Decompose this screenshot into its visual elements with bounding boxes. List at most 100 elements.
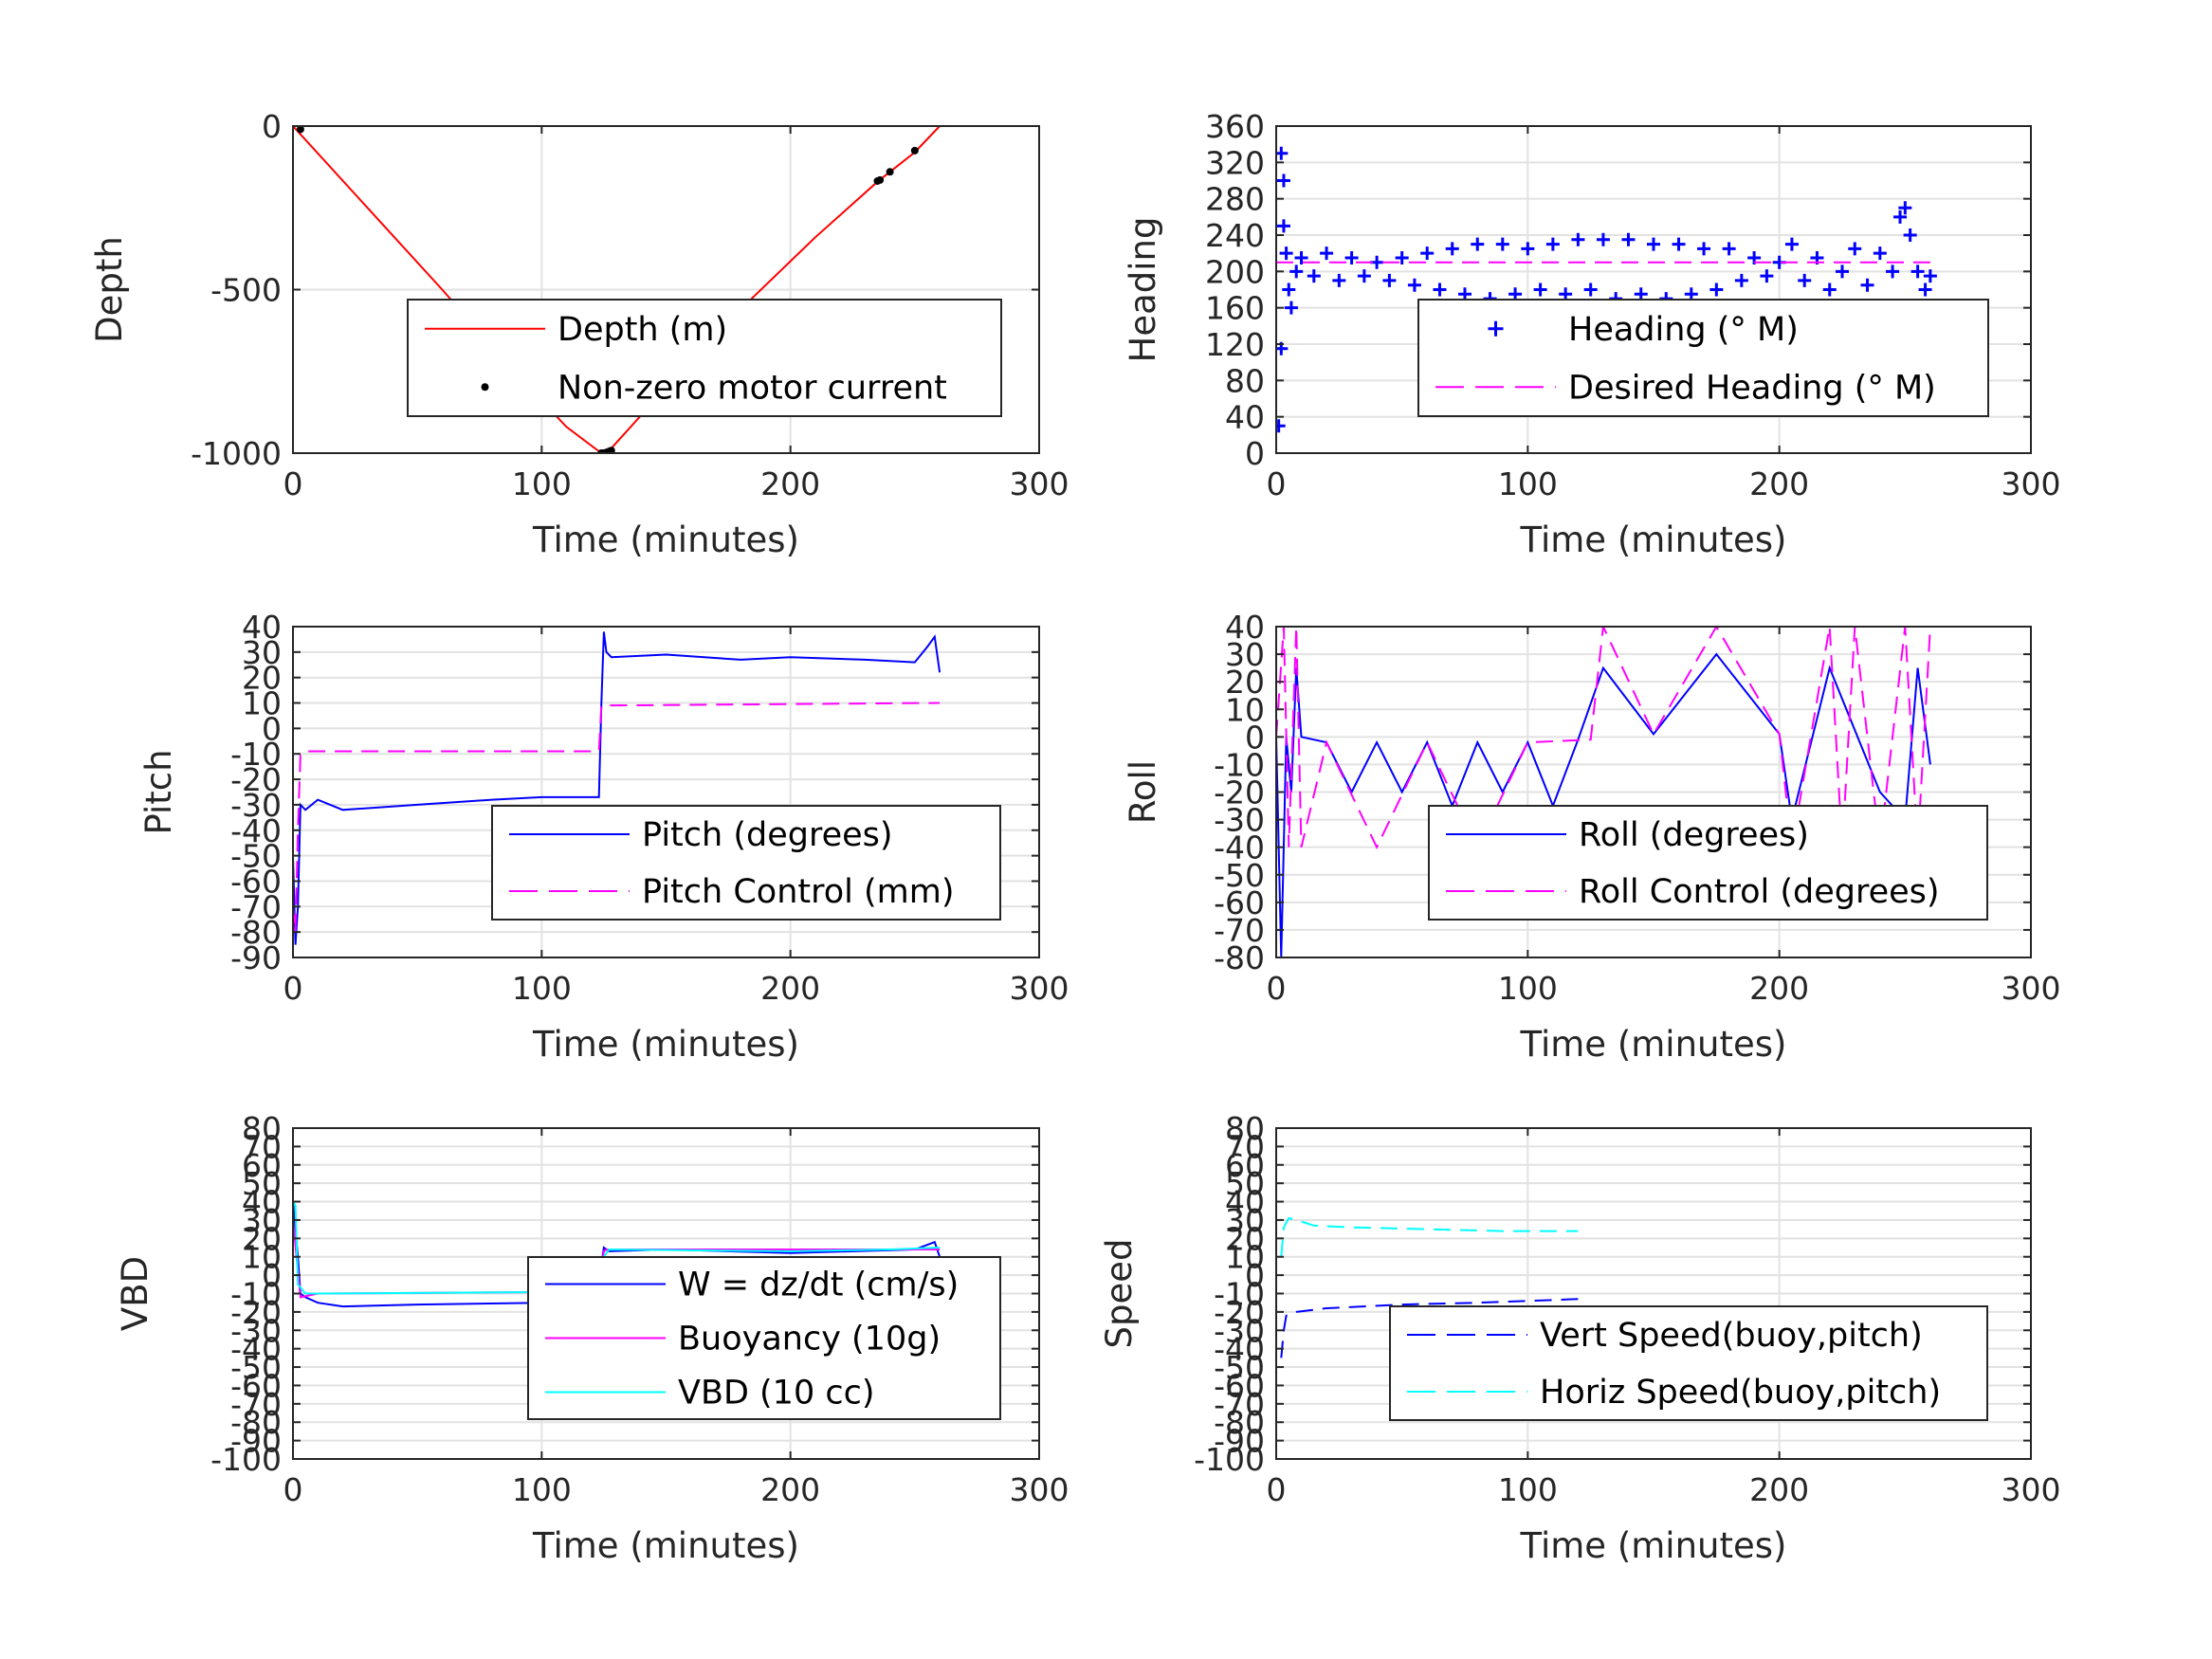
data-point [1471,237,1485,251]
data-point [1734,273,1748,287]
x-tick-label: 300 [1010,1471,1069,1508]
y-tick-label: 60 [1225,1147,1265,1184]
legend-swatch [481,383,489,392]
data-point [1521,242,1535,256]
y-tick-label: 80 [242,1110,282,1147]
x-tick-label: 100 [1498,465,1558,502]
y-tick-label: -30 [230,787,282,824]
legend: W = dz/dt (cm/s) Buoyancy (10g) VBD (10 cc… [527,1256,1001,1420]
legend-entry: Pitch Control (mm) [642,873,954,911]
y-tick-label: 40 [1225,1184,1265,1221]
x-tick-label: 300 [1010,465,1069,502]
y-tick-label: 10 [1225,1239,1265,1276]
y-axis-label: Depth [89,236,130,343]
x-tick-label: 100 [512,465,572,502]
chart-panel-6: 0 100 200 30080706050403020100-10-20-30-40-… [1099,1110,2061,1566]
data-point [1294,250,1308,264]
x-tick-label: 300 [1010,970,1069,1007]
legend-entry: Roll (degrees) [1579,816,1809,854]
series-line-1 [293,631,941,945]
y-axis-label: Speed [1099,1239,1140,1349]
data-point [1923,269,1937,283]
y-tick-label: -70 [1214,1386,1265,1423]
data-point [1621,232,1636,246]
legend-entry: Horiz Speed(buoy,pitch) [1540,1374,1941,1412]
y-tick-label: 0 [1245,719,1265,756]
data-point [1709,283,1724,297]
data-point [1289,264,1304,279]
y-tick-label: 240 [1205,217,1265,254]
y-tick-label: -50 [230,838,282,875]
data-point [1433,283,1447,297]
y-tick-label: -60 [230,863,282,900]
y-tick-label: -80 [230,1404,282,1441]
y-tick-label: -90 [230,939,282,976]
y-tick-label: -50 [1214,1349,1265,1386]
x-tick-label: 0 [283,1471,303,1508]
legend-entry: Heading (° M) [1568,311,1799,349]
data-point [1545,237,1560,251]
x-axis-label: Time (minutes) [532,1525,799,1566]
x-tick-label: 100 [512,970,572,1007]
data-point [1357,269,1371,283]
data-point [886,168,894,176]
x-axis-label: Time (minutes) [1520,1024,1787,1065]
y-tick-label: 200 [1205,253,1265,290]
y-tick-label: -80 [1214,1404,1265,1441]
chart-panel-4: 0 100 200 300403020100-10-20-30-40-50-60-70… [1123,609,2061,1065]
data-point [1583,283,1598,297]
y-tick-label: 30 [1225,636,1265,673]
data-point [1407,278,1421,292]
axes-box [1275,125,2032,454]
legend: Vert Speed(buoy,pitch) Horiz Speed(buoy,p… [1389,1305,1988,1421]
x-axis-label: Time (minutes) [1520,520,1787,560]
y-tick-label: 50 [242,1165,282,1202]
y-tick-label: 0 [262,108,282,145]
y-tick-label: 30 [242,1202,282,1239]
x-tick-label: 100 [1498,970,1558,1007]
data-point [1684,287,1698,301]
legend-entry: Vert Speed(buoy,pitch) [1540,1317,1923,1355]
x-tick-label: 200 [1749,1471,1809,1508]
y-tick-label: 10 [1225,691,1265,728]
data-layer [1276,627,1931,957]
data-point [1836,264,1849,279]
data-point [1344,250,1359,264]
y-tick-label: 0 [262,710,282,747]
data-point [1903,228,1917,242]
y-tick-label: 40 [1225,399,1265,436]
y-axis-label: Heading [1123,217,1163,363]
series-line-1 [1280,1298,1579,1358]
data-layer [293,631,941,945]
x-tick-label: 0 [1267,970,1287,1007]
y-tick-label: 20 [242,1220,282,1257]
y-tick-label: -90 [230,1423,282,1460]
data-point [1307,269,1321,283]
data-point [1898,201,1912,215]
y-tick-label: -70 [230,888,282,925]
data-point [910,146,919,155]
y-tick-label: -30 [1214,802,1265,839]
y-axis-label: Roll [1123,760,1163,824]
legend-entry: Non-zero motor current [558,369,947,407]
y-tick-label: -100 [1194,1441,1265,1478]
y-tick-label: -20 [230,761,282,798]
data-point [1458,287,1472,301]
y-tick-label: -10 [230,736,282,773]
x-tick-label: 300 [2002,1471,2061,1508]
y-tick-label: -20 [230,1294,282,1331]
y-tick-label: -70 [230,1386,282,1423]
y-tick-label: 0 [1245,435,1265,472]
y-tick-label: 320 [1205,144,1265,181]
data-point [1332,273,1346,287]
y-tick-label: 20 [1225,1220,1265,1257]
y-tick-label: 280 [1205,181,1265,218]
y-tick-label: -80 [230,914,282,951]
legend-box [491,805,1001,921]
data-point [1395,250,1409,264]
legend: Roll (degrees) Roll Control (degrees) [1428,805,1988,921]
data-point [1276,173,1290,188]
y-tick-label: 40 [242,1184,282,1221]
y-tick-label: -70 [1214,912,1265,949]
y-tick-label: 0 [1245,1257,1265,1294]
